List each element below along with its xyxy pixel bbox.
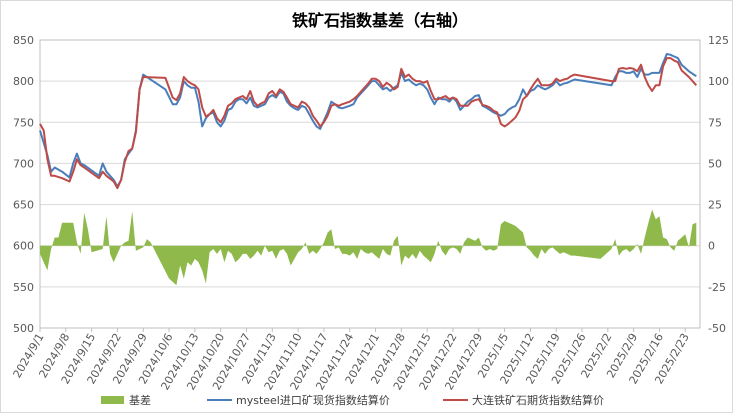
left-tick-label: 500 [13,322,34,335]
right-axis-ticks: -50 -25 0 25 50 75 100 125 [708,34,729,335]
right-tick-label: 25 [708,199,722,212]
right-tick-label: 125 [708,34,729,47]
series-dce-line [39,57,698,190]
series-basis-area [40,209,697,286]
left-tick-label: 850 [13,34,34,47]
left-tick-label: 800 [13,75,34,88]
legend-label-dce: 大连铁矿石期货指数结算价 [472,393,604,407]
legend-swatch-basis [101,396,124,404]
legend-label-mysteel: mysteel进口矿现货指数结算价 [236,393,390,407]
x-axis-ticks: 2024/9/12024/9/82024/9/152024/9/222024/9… [11,328,692,392]
left-tick-label: 750 [13,116,34,129]
right-tick-label: 50 [708,157,722,170]
right-tick-label: 0 [708,240,715,253]
right-tick-label: 75 [708,116,722,129]
left-tick-label: 550 [13,281,34,294]
price-lines-layer [39,53,698,190]
right-tick-label: -25 [708,281,726,294]
left-tick-label: 650 [13,199,34,212]
right-tick-label: 100 [708,75,729,88]
left-tick-label: 600 [13,240,34,253]
left-tick-label: 700 [13,157,34,170]
gridlines [39,39,701,329]
plot-area [39,39,701,329]
legend: 基差 mysteel进口矿现货指数结算价 大连铁矿石期货指数结算价 [101,393,604,407]
chart-title: 铁矿石指数基差（右轴） [292,11,468,30]
left-axis-ticks: 500 550 600 650 700 750 800 850 [13,34,34,335]
right-tick-label: -50 [708,322,726,335]
series-mysteel-line [39,53,697,188]
legend-label-basis: 基差 [129,393,151,407]
basis-area-layer [40,209,697,286]
